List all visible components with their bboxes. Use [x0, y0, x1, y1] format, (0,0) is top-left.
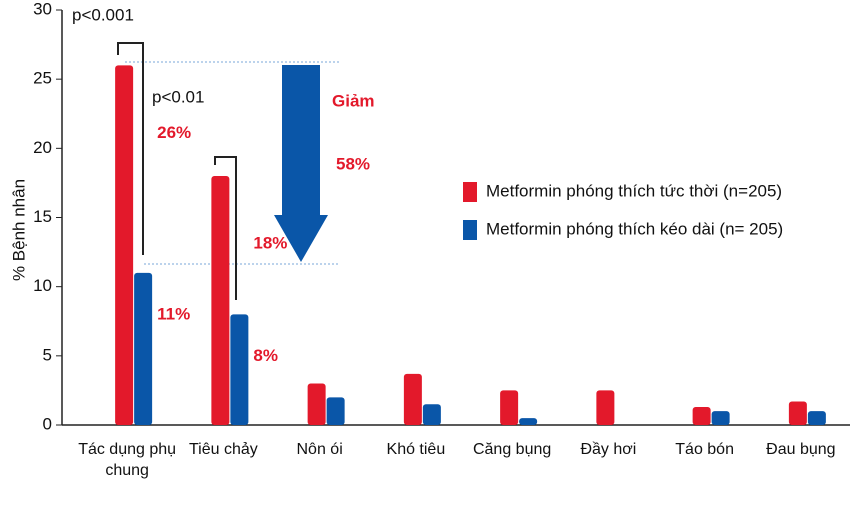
- bracket: [214, 156, 237, 300]
- bar: [596, 390, 615, 425]
- legend-swatch: [463, 182, 477, 202]
- x-tick-label-box: Căng bụng: [472, 441, 552, 458]
- x-tick-label: Đầy hơi: [580, 441, 637, 458]
- bar: [115, 65, 134, 425]
- bar: [692, 407, 711, 425]
- x-tick-label-box: Đau bụng: [766, 441, 836, 458]
- x-tick-label-box: Táo bón: [675, 441, 734, 458]
- legend-swatch: [463, 220, 477, 240]
- x-tick-label-box: Khó tiêu: [386, 441, 446, 458]
- value-label: 8%: [253, 346, 278, 365]
- x-tick-label: Táo bón: [675, 441, 734, 458]
- x-tick-label-box: Tác dụng phụ chung: [78, 441, 177, 479]
- annotation: Giảm: [332, 91, 375, 110]
- bar: [422, 404, 441, 425]
- bar: [519, 418, 538, 425]
- bar: [211, 176, 230, 425]
- y-tick-label: 5: [43, 345, 52, 364]
- y-tick-label: 10: [33, 276, 52, 295]
- value-label: 18%: [253, 233, 287, 252]
- bar: [500, 390, 519, 425]
- legend-label: Metformin phóng thích kéo dài (n= 205): [486, 219, 783, 238]
- bar: [230, 314, 249, 425]
- bar: [326, 397, 345, 425]
- bar: [307, 383, 326, 425]
- legend-label: Metformin phóng thích tức thời (n=205): [486, 181, 782, 200]
- bar: [711, 411, 730, 425]
- x-tick-label: Khó tiêu: [386, 441, 446, 458]
- x-tick-label-box: Đầy hơi: [580, 441, 637, 458]
- value-label: 11%: [157, 304, 190, 323]
- value-label: 26%: [157, 123, 191, 142]
- y-tick-label: 20: [33, 138, 52, 157]
- bracket: [117, 42, 144, 255]
- y-tick-label: 0: [43, 414, 52, 433]
- x-tick-label-box: Tiêu chảy: [188, 441, 258, 458]
- x-tick-label: Nôn ói: [296, 441, 343, 458]
- annotation: p<0.001: [72, 5, 134, 24]
- bar: [807, 411, 826, 425]
- arrow: [274, 65, 328, 262]
- x-tick-label-box: Nôn ói: [296, 441, 343, 458]
- x-tick-label: Đau bụng: [766, 441, 836, 458]
- bar: [788, 401, 807, 425]
- y-axis-label: % Bệnh nhân: [9, 179, 28, 281]
- x-tick-label: Căng bụng: [472, 441, 552, 458]
- annotation: 58%: [336, 154, 370, 173]
- y-tick-label: 30: [33, 0, 52, 18]
- x-tick-label: Tiêu chảy: [188, 441, 258, 458]
- bar: [403, 373, 422, 425]
- y-tick-label: 25: [33, 69, 52, 88]
- x-tick-label: Tác dụng phụ chung: [78, 441, 177, 479]
- bar: [134, 272, 153, 425]
- y-tick-label: 15: [33, 207, 52, 226]
- annotation: p<0.01: [152, 87, 204, 106]
